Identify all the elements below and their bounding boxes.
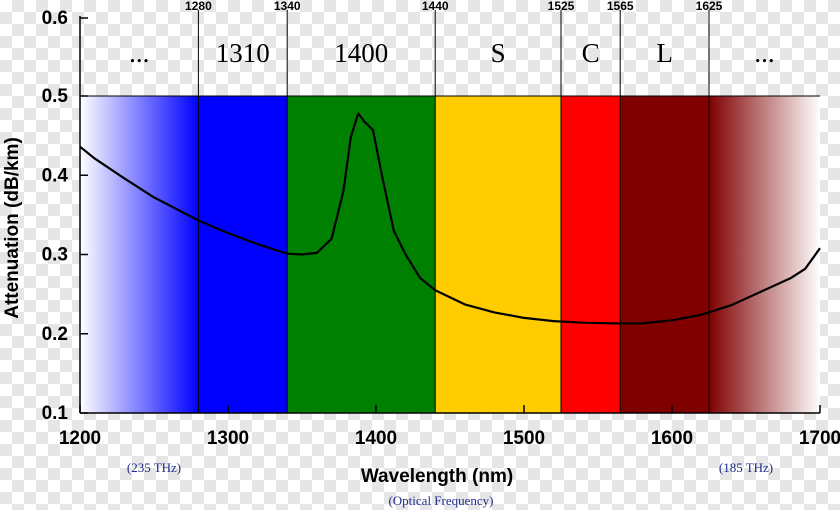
band-label: 1310 <box>216 38 270 68</box>
band-boundary-label: 1440 <box>422 0 449 13</box>
frequency-label: (185 THz) <box>719 460 773 475</box>
y-tick-label: 0.6 <box>42 8 68 29</box>
band-rect <box>561 96 621 413</box>
x-tick-label: 1500 <box>503 428 545 449</box>
y-tick-label: 0.3 <box>42 245 68 266</box>
band-boundary-label: 1280 <box>185 0 212 13</box>
band-rect <box>80 96 199 413</box>
x-tick-label: 1200 <box>59 428 101 449</box>
band-boundary-label: 1625 <box>696 0 723 13</box>
x-tick-label: 1700 <box>799 428 840 449</box>
x-tick-label: 1300 <box>207 428 249 449</box>
band-rect <box>435 96 561 413</box>
band-label: C <box>582 38 600 68</box>
band-rect <box>198 96 288 413</box>
band-label: L <box>656 38 673 68</box>
band-label: S <box>491 38 506 68</box>
band-boundary-label: 1340 <box>274 0 301 13</box>
x-tick-label: 1400 <box>355 428 397 449</box>
frequency-label: (235 THz) <box>127 460 181 475</box>
band-rect <box>709 96 820 413</box>
band-boundary-label: 1525 <box>548 0 575 13</box>
wavelength-bands <box>80 96 820 413</box>
y-tick-label: 0.5 <box>42 86 69 107</box>
y-tick-label: 0.4 <box>42 165 69 186</box>
attenuation-line <box>79 112 821 325</box>
band-label: ... <box>754 38 774 68</box>
band-boundary-label: 1565 <box>607 0 634 13</box>
band-label: 1400 <box>334 38 388 68</box>
y-tick-label: 0.2 <box>42 324 68 345</box>
band-label: ... <box>129 38 149 68</box>
x-axis-note: (Optical Frequency) <box>388 493 493 508</box>
y-tick-label: 0.1 <box>42 403 69 424</box>
y-axis-title: Attenuation (dB/km) <box>2 137 23 319</box>
x-axis-title: Wavelength (nm) <box>361 466 513 487</box>
axes <box>79 10 821 414</box>
attenuation-curve <box>79 112 821 325</box>
band-rect <box>620 96 709 413</box>
x-tick-label: 1600 <box>651 428 693 449</box>
